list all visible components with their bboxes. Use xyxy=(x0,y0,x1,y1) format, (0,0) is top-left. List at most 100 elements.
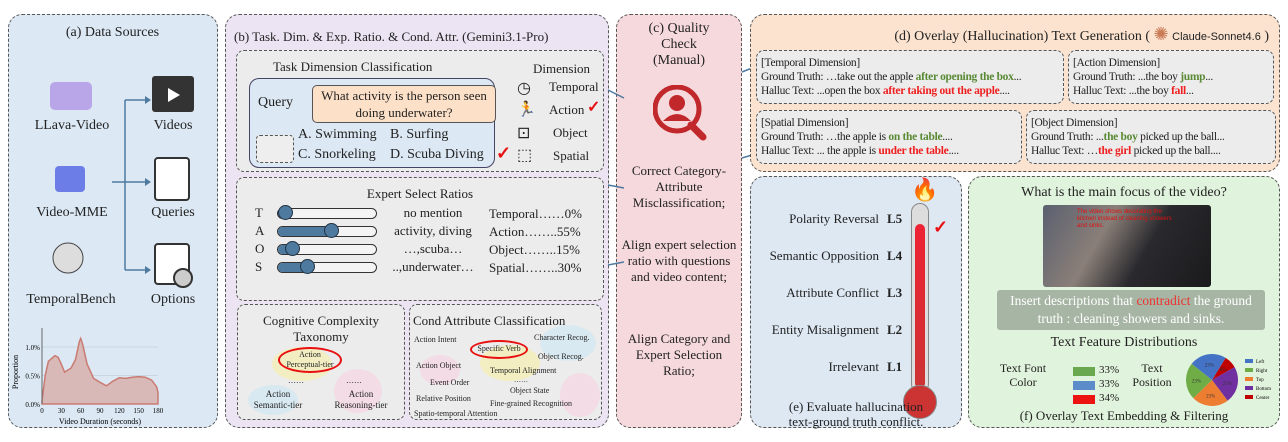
arrow-icon xyxy=(145,96,151,104)
level-code: L5 xyxy=(887,211,903,226)
reasoning-tier: Action Reasoning-tier xyxy=(328,389,394,411)
ht-text: Halluc Text: ...the boy xyxy=(1073,85,1172,97)
box-head: [Action Dimension] xyxy=(1073,57,1160,69)
text-position-pie: 8% 23% 23% 23% 23% Left Right Top Bottom Center xyxy=(1186,354,1271,406)
legend-label: Top xyxy=(1256,378,1264,383)
model-name: Claude-Sonnet4.6 xyxy=(1172,31,1261,43)
query-card: Query What activity is the person seen d… xyxy=(249,78,496,168)
level-code: L2 xyxy=(887,322,903,337)
x-tick-label: 120 xyxy=(114,407,125,415)
check-icon: ✓ xyxy=(496,143,512,163)
panel-evaluate-hallucination: Polarity Reversal L5 Semantic Opposition L4… xyxy=(750,176,962,429)
attr-action-object: Action Object xyxy=(416,361,462,370)
level-name: Semantic Opposition xyxy=(769,248,879,263)
pie-slice-left xyxy=(1191,354,1226,380)
cognitive-complexity-taxonomy: Cognitive Complexity Taxonomy Action Perc… xyxy=(237,304,405,420)
video-mme-icon xyxy=(55,166,85,192)
row-letter: S xyxy=(255,259,263,274)
y-tick-label: 1.0% xyxy=(25,344,40,352)
pie-slice-bottom xyxy=(1212,367,1238,401)
pie-slice-right xyxy=(1186,363,1212,399)
data-sources-graphics: 0.0% 0.5% 1.0% 0 30 60 90 120 150 180 Video Durati… xyxy=(11,76,194,426)
pie-slice-top xyxy=(1193,380,1228,406)
source-temporalbench: TemporalBench xyxy=(26,292,116,307)
option-d: D. Scuba Diving xyxy=(390,147,484,162)
gt-highlight: jump xyxy=(1180,71,1206,83)
label-line: Text xyxy=(1141,361,1163,375)
halluc-text: Halluc Text: …the girl picked up the bal… xyxy=(1031,144,1271,158)
keyword: no mention xyxy=(403,205,463,220)
section-title: Expert Select Ratios xyxy=(366,186,474,201)
ht-text: Halluc Text: ...open the box xyxy=(761,85,883,97)
level-name: Irrelevant xyxy=(828,359,879,374)
gt-text: Ground Truth: …take out the apple xyxy=(761,71,916,83)
ht-text: picked up the ball.... xyxy=(1131,145,1221,157)
step-align-ratio: Align expert selection ratio with questi… xyxy=(621,237,737,284)
gt-highlight: on the table xyxy=(888,131,943,143)
running-icon: 🏃 xyxy=(517,102,536,118)
attr-spatio-temporal-attention: Spatio-temporal Attention xyxy=(414,409,498,418)
pie-label: 23% xyxy=(1192,380,1201,385)
color-pct: 34% xyxy=(1099,392,1120,404)
box-head: [Spatial Dimension] xyxy=(761,117,849,129)
legend-label: Right xyxy=(1256,369,1268,374)
ratio-slider xyxy=(277,223,377,238)
ht-text: .... xyxy=(999,85,1010,97)
attr-object-recog: Object Recog. xyxy=(538,352,584,361)
gt-highlight: the boy xyxy=(1103,131,1138,143)
step-correct-category: Correct Category-Attribute Misclassifica… xyxy=(631,163,727,210)
gt-text: .... xyxy=(942,131,953,143)
option-c: C. Snorkeling xyxy=(298,147,376,162)
ratio-label: Spatial……..30% xyxy=(489,260,582,275)
ht-highlight: under the table xyxy=(878,145,949,157)
panel-title: (b) Task. Dim. & Exp. Ratio. & Cond. Att… xyxy=(234,29,549,44)
level-name: Polarity Reversal xyxy=(789,211,879,226)
queries-icon xyxy=(154,157,190,201)
tier-label: Reasoning-tier xyxy=(334,400,388,410)
thermometer-bulb xyxy=(903,385,937,419)
query-text: What activity is the person seen doing u… xyxy=(312,85,496,123)
ellipsis: …… xyxy=(514,376,528,384)
caption: (f) Overlay Text Embedding & Filtering xyxy=(1019,408,1229,423)
claude-logo-icon: ✺ xyxy=(1153,24,1169,44)
flow-arrows xyxy=(607,67,753,266)
x-tick-label: 180 xyxy=(153,407,164,415)
pie-label: 23% xyxy=(1206,395,1215,400)
panel-title: (d) Overlay (Hallucination) Text Generat… xyxy=(894,24,1269,45)
query-label: Query xyxy=(258,95,293,110)
legend-swatch xyxy=(1245,359,1253,363)
legend-swatch xyxy=(1245,368,1253,372)
x-axis-label: Video Duration (seconds) xyxy=(59,417,142,426)
row-letter: O xyxy=(255,241,265,256)
ht-text: .... xyxy=(948,145,959,157)
gt-text: ... xyxy=(1013,71,1022,83)
dimension-box: [Action Dimension] Ground Truth: ...the b… xyxy=(1068,50,1274,104)
ratio-label: Action……..55% xyxy=(489,224,581,239)
pie-label: 8% xyxy=(1220,368,1227,373)
caption-line: text-ground truth conflict. xyxy=(788,414,924,429)
options-icon xyxy=(256,135,294,163)
section-title: Task Dimension Classification xyxy=(273,59,433,74)
color-swatch xyxy=(1073,381,1095,390)
source-llava: LLava-Video xyxy=(34,118,110,133)
gt-text: Ground Truth: …the apple is xyxy=(761,131,889,143)
video-frame: The video shows decorating the kitchen i… xyxy=(1043,205,1211,287)
spatial-icon: ⬚ xyxy=(517,147,533,164)
source-video-mme: Video-MME xyxy=(36,205,108,220)
keyword: …,scuba… xyxy=(403,241,463,256)
attr-temporal-alignment: Temporal Alignment xyxy=(490,366,557,375)
tier-label: Action xyxy=(265,389,291,399)
ratio-slider xyxy=(277,205,377,220)
level-code: L4 xyxy=(887,248,903,263)
color-swatch xyxy=(1073,367,1095,376)
ht-text: Halluc Text: … xyxy=(1031,145,1098,157)
ht-highlight: after taking out the apple xyxy=(882,85,1000,97)
task-dimension-classification: Task Dimension Classification Query What… xyxy=(236,50,604,172)
color-pct: 33% xyxy=(1099,378,1120,390)
instr-text: the ground truth : cleaning showers and … xyxy=(1037,293,1252,326)
ht-text: ... xyxy=(1185,85,1194,97)
caption-line: (e) Evaluate hallucination xyxy=(788,399,924,414)
label-line: Text Font xyxy=(999,361,1047,375)
x-tick-label: 0 xyxy=(40,407,44,415)
